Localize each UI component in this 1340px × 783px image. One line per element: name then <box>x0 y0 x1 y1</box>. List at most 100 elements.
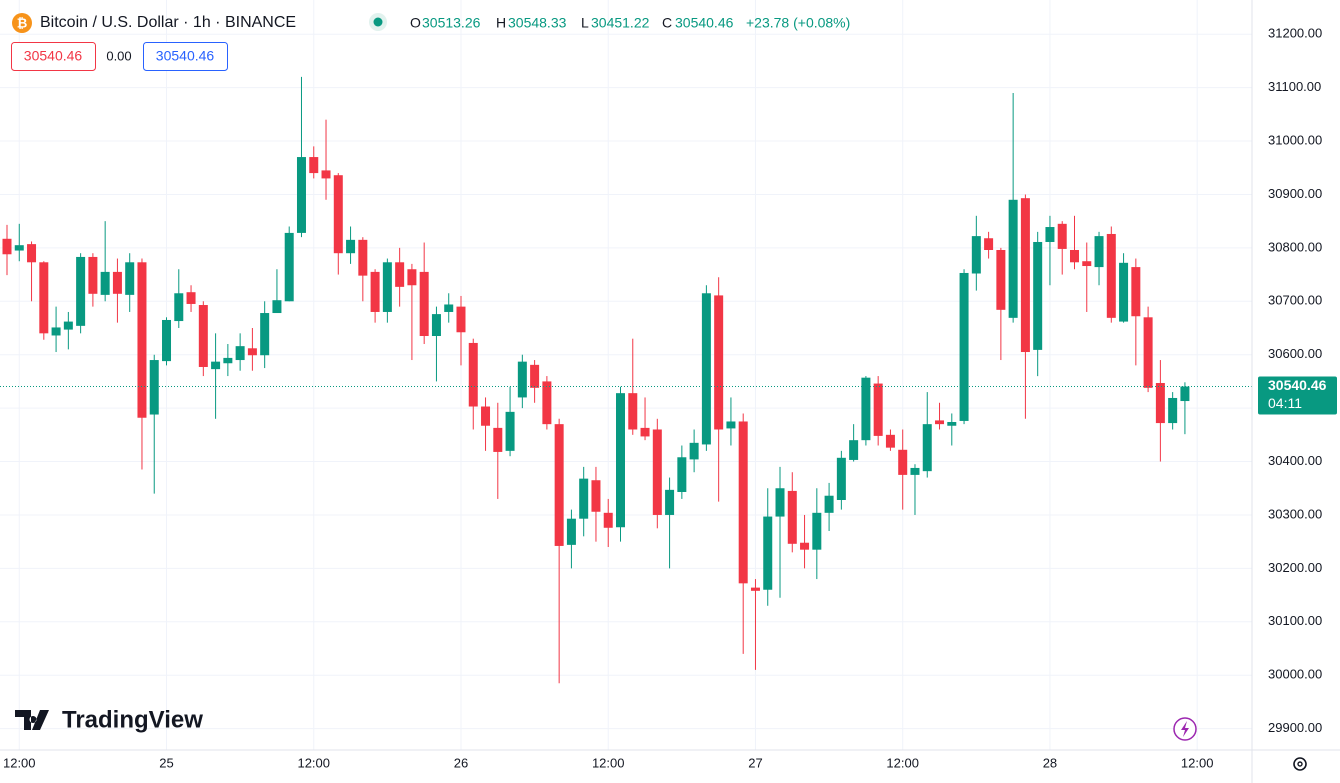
logo[interactable]: TradingView <box>62 706 203 733</box>
candle-body <box>1131 267 1141 317</box>
candle-body <box>530 364 540 388</box>
candle-body <box>566 518 576 545</box>
candle-body <box>444 304 454 312</box>
ohlc-label: C <box>662 15 672 31</box>
candle-body <box>738 421 748 584</box>
candle-body <box>211 361 221 370</box>
candle-body <box>505 411 515 451</box>
candle-body <box>701 293 711 445</box>
candle-body <box>247 348 257 356</box>
candle-body <box>346 239 356 254</box>
btc-icon-glyph: ₿ <box>17 15 28 30</box>
y-tick-label: 30100.00 <box>1268 613 1322 628</box>
price-label: 30540.46 <box>1268 377 1327 393</box>
y-tick-label: 30000.00 <box>1268 667 1322 682</box>
x-tick-label: 12:00 <box>3 755 36 770</box>
candle-body <box>382 262 392 312</box>
candle-body <box>481 406 491 426</box>
y-tick-label: 31000.00 <box>1268 132 1322 147</box>
chart-title[interactable]: Bitcoin / U.S. Dollar · 1h · BINANCE <box>40 14 296 31</box>
candle-body <box>603 512 613 528</box>
candle-body <box>493 427 503 452</box>
candle-body <box>1155 383 1165 424</box>
price-label-box <box>1258 376 1337 415</box>
x-tick-label: 27 <box>748 755 762 770</box>
candle-body <box>849 440 859 460</box>
sell-price[interactable]: 30540.46 <box>24 48 83 64</box>
ohlc-value: 30451.22 <box>591 15 650 31</box>
logo-icon <box>15 710 49 730</box>
ohlc-label: O <box>410 15 421 31</box>
candle-body <box>910 467 920 475</box>
candle-body <box>100 271 110 295</box>
candle-body <box>935 420 945 425</box>
candle-body <box>1020 198 1030 353</box>
candle-body <box>431 314 441 337</box>
candle-body <box>456 306 466 333</box>
candle-body <box>333 175 343 254</box>
candle-body <box>88 256 98 294</box>
candle-body <box>1094 236 1104 268</box>
candle-body <box>1143 317 1153 388</box>
x-tick-label: 26 <box>454 755 468 770</box>
x-tick-label: 12:00 <box>297 755 330 770</box>
y-tick-label: 30200.00 <box>1268 560 1322 575</box>
candle-body <box>665 489 675 515</box>
candle-body <box>971 236 981 274</box>
candle-body <box>677 457 687 492</box>
candle-body <box>922 424 932 472</box>
candle-body <box>112 271 122 294</box>
candle-body <box>149 360 159 415</box>
candle-body <box>1168 397 1178 424</box>
candle-body <box>1033 241 1043 350</box>
y-tick-label: 30700.00 <box>1268 293 1322 308</box>
candle-body <box>996 250 1006 310</box>
candle-body <box>370 271 380 312</box>
candle-body <box>125 262 135 295</box>
candle-body <box>763 516 773 590</box>
candle-body <box>885 434 895 448</box>
buy-button[interactable] <box>143 42 228 71</box>
change: +23.78 (+0.08%) <box>746 15 850 31</box>
candle-body <box>824 495 834 513</box>
candle-body <box>63 321 73 330</box>
buy-price[interactable]: 30540.46 <box>156 48 215 64</box>
candle-body <box>1008 199 1018 318</box>
candle-body <box>652 429 662 515</box>
candle-body <box>542 381 552 425</box>
candle-body <box>284 232 294 302</box>
sell-button[interactable] <box>11 42 96 71</box>
candle-body <box>750 587 760 591</box>
x-tick-label: 12:00 <box>592 755 625 770</box>
ohlc-label: H <box>496 15 506 31</box>
candle-body <box>76 256 86 326</box>
candle-body <box>358 239 368 276</box>
candle-body <box>517 361 527 398</box>
x-tick-label: 25 <box>159 755 173 770</box>
candle-body <box>1057 223 1067 249</box>
candle-body <box>468 342 478 407</box>
candle-body <box>395 262 405 287</box>
ohlc-value: 30540.46 <box>675 15 734 31</box>
candle-body <box>235 346 245 361</box>
candle-body <box>321 170 331 179</box>
ohlc-label: L <box>581 15 589 31</box>
x-tick-label: 12:00 <box>1181 755 1214 770</box>
settings-button[interactable] <box>1293 757 1307 771</box>
candle-body <box>39 262 49 334</box>
y-tick-label: 30900.00 <box>1268 186 1322 201</box>
lightning-icon <box>1181 721 1189 737</box>
x-tick-label: 28 <box>1043 755 1057 770</box>
candle-body <box>407 269 417 286</box>
ohlc-value: 30513.26 <box>422 15 481 31</box>
y-tick-label: 31200.00 <box>1268 26 1322 41</box>
candle-body <box>1082 261 1092 267</box>
y-tick-label: 29900.00 <box>1268 720 1322 735</box>
candle-body <box>198 305 208 367</box>
candle-body <box>812 512 822 550</box>
candle-body <box>726 421 736 429</box>
candle-body <box>1180 386 1190 402</box>
grid <box>0 0 1252 750</box>
